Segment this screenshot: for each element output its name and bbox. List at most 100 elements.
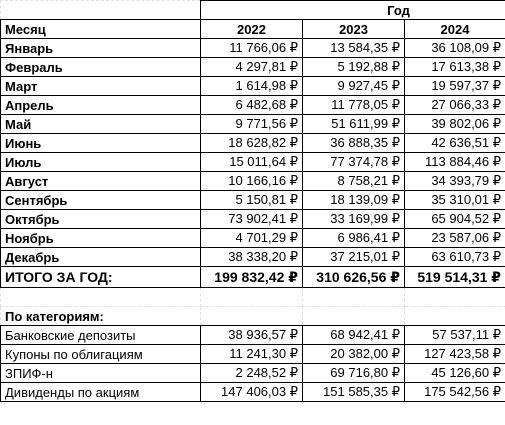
- category-label: ЗПИФ-н: [0, 363, 201, 383]
- value-cell: 17 613,38 ₽: [403, 57, 505, 77]
- value-cell: 4 297,81 ₽: [200, 57, 303, 77]
- value-cell: 38 338,20 ₽: [200, 247, 303, 267]
- value-cell: 4 701,29 ₽: [200, 228, 303, 248]
- row: Дивиденды по акциям 147 406,03 ₽151 585,3…: [0, 382, 505, 402]
- value-cell: 73 902,41 ₽: [200, 209, 303, 229]
- empty-cell: [302, 306, 405, 326]
- month-label: Январь: [0, 38, 201, 58]
- empty-cell: [0, 287, 201, 307]
- month-label: Ноябрь: [0, 228, 201, 248]
- row: Апрель 6 482,68 ₽11 778,05 ₽27 066,33 ₽: [0, 95, 505, 115]
- value-cell: 151 585,35 ₽: [302, 382, 405, 402]
- row: Январь 11 766,06 ₽13 584,35 ₽36 108,09 ₽: [0, 38, 505, 58]
- value-cell: 9 927,45 ₽: [302, 76, 405, 96]
- value-cell: 1 614,98 ₽: [200, 76, 303, 96]
- month-label: Сентябрь: [0, 190, 201, 210]
- empty-cell: [200, 306, 303, 326]
- row: ЗПИФ-н 2 248,52 ₽69 716,80 ₽45 126,60 ₽: [0, 363, 505, 383]
- category-label: Банковские депозиты: [0, 325, 201, 345]
- row: По категориям:: [0, 306, 505, 326]
- month-label: Июль: [0, 152, 201, 172]
- row: [0, 287, 505, 307]
- value-cell: 8 758,21 ₽: [302, 171, 405, 191]
- value-cell: 20 382,00 ₽: [302, 344, 405, 364]
- row: Купоны по облигациям 11 241,30 ₽20 382,00…: [0, 344, 505, 364]
- total-label: ИТОГО ЗА ГОД:: [0, 266, 201, 288]
- value-cell: 51 611,99 ₽: [302, 114, 405, 134]
- value-cell: 113 884,46 ₽: [403, 152, 505, 172]
- value-cell: 19 597,37 ₽: [403, 76, 505, 96]
- value-cell: 65 904,52 ₽: [403, 209, 505, 229]
- value-cell: 23 587,06 ₽: [403, 228, 505, 248]
- month-label: Апрель: [0, 95, 201, 115]
- row: Октябрь 73 902,41 ₽33 169,99 ₽65 904,52 ₽: [0, 209, 505, 229]
- month-label: Октябрь: [0, 209, 201, 229]
- value-cell: 36 108,09 ₽: [403, 38, 505, 58]
- empty-cell: [403, 287, 505, 307]
- value-cell: 175 542,56 ₽: [403, 382, 505, 402]
- value-cell: 27 066,33 ₽: [403, 95, 505, 115]
- group-header: Год: [199, 0, 505, 20]
- value-cell: 42 636,51 ₽: [403, 133, 505, 153]
- month-label: Июнь: [0, 133, 201, 153]
- value-cell: 45 126,60 ₽: [403, 363, 505, 383]
- spreadsheet: Год Месяц 2022 2023 2024 Январь 11 766,06 ₽13 …: [0, 0, 505, 402]
- column-header: 2023: [302, 19, 405, 39]
- row: Март 1 614,98 ₽9 927,45 ₽19 597,37 ₽: [0, 76, 505, 96]
- column-header: 2024: [403, 19, 505, 39]
- month-label: Май: [0, 114, 201, 134]
- value-cell: 9 771,56 ₽: [200, 114, 303, 134]
- value-cell: 127 423,58 ₽: [403, 344, 505, 364]
- value-cell: 18 628,82 ₽: [200, 133, 303, 153]
- empty-cell: [302, 287, 405, 307]
- row: Месяц 2022 2023 2024: [0, 19, 505, 39]
- value-cell: 11 766,06 ₽: [200, 38, 303, 58]
- empty-cell: [0, 0, 201, 20]
- value-cell: 77 374,78 ₽: [302, 152, 405, 172]
- value-cell: 11 241,30 ₽: [200, 344, 303, 364]
- row: Май 9 771,56 ₽51 611,99 ₽39 802,06 ₽: [0, 114, 505, 134]
- value-cell: 69 716,80 ₽: [302, 363, 405, 383]
- total-value: 199 832,42 ₽: [200, 266, 303, 288]
- column-header: 2022: [200, 19, 303, 39]
- value-cell: 13 584,35 ₽: [302, 38, 405, 58]
- value-cell: 33 169,99 ₽: [302, 209, 405, 229]
- value-cell: 5 192,88 ₽: [302, 57, 405, 77]
- value-cell: 36 888,35 ₽: [302, 133, 405, 153]
- empty-cell: [200, 287, 303, 307]
- value-cell: 63 610,73 ₽: [403, 247, 505, 267]
- month-label: Август: [0, 171, 201, 191]
- row: Сентябрь 5 150,81 ₽18 139,09 ₽35 310,01 ₽: [0, 190, 505, 210]
- value-cell: 38 936,57 ₽: [200, 325, 303, 345]
- value-cell: 37 215,01 ₽: [302, 247, 405, 267]
- month-label: Март: [0, 76, 201, 96]
- value-cell: 15 011,64 ₽: [200, 152, 303, 172]
- total-value: 519 514,31 ₽: [403, 266, 505, 288]
- value-cell: 5 150,81 ₽: [200, 190, 303, 210]
- value-cell: 34 393,79 ₽: [403, 171, 505, 191]
- row: Август 10 166,16 ₽8 758,21 ₽34 393,79 ₽: [0, 171, 505, 191]
- category-label: Дивиденды по акциям: [0, 382, 201, 402]
- row: Июнь 18 628,82 ₽36 888,35 ₽42 636,51 ₽: [0, 133, 505, 153]
- value-cell: 18 139,09 ₽: [302, 190, 405, 210]
- row: ИТОГО ЗА ГОД: 199 832,42 ₽310 626,56 ₽519…: [0, 266, 505, 288]
- value-cell: 39 802,06 ₽: [403, 114, 505, 134]
- empty-cell: [403, 306, 505, 326]
- row: Декабрь 38 338,20 ₽37 215,01 ₽63 610,73 ₽: [0, 247, 505, 267]
- section-title: По категориям:: [0, 306, 201, 326]
- month-label: Февраль: [0, 57, 201, 77]
- value-cell: 68 942,41 ₽: [302, 325, 405, 345]
- value-cell: 11 778,05 ₽: [302, 95, 405, 115]
- value-cell: 10 166,16 ₽: [200, 171, 303, 191]
- value-cell: 6 482,68 ₽: [200, 95, 303, 115]
- value-cell: 57 537,11 ₽: [403, 325, 505, 345]
- month-label: Декабрь: [0, 247, 201, 267]
- total-value: 310 626,56 ₽: [302, 266, 405, 288]
- row: Банковские депозиты 38 936,57 ₽68 942,41 …: [0, 325, 505, 345]
- category-label: Купоны по облигациям: [0, 344, 201, 364]
- value-cell: 6 986,41 ₽: [302, 228, 405, 248]
- row: Год: [0, 0, 505, 20]
- value-cell: 147 406,03 ₽: [200, 382, 303, 402]
- row: Июль 15 011,64 ₽77 374,78 ₽113 884,46 ₽: [0, 152, 505, 172]
